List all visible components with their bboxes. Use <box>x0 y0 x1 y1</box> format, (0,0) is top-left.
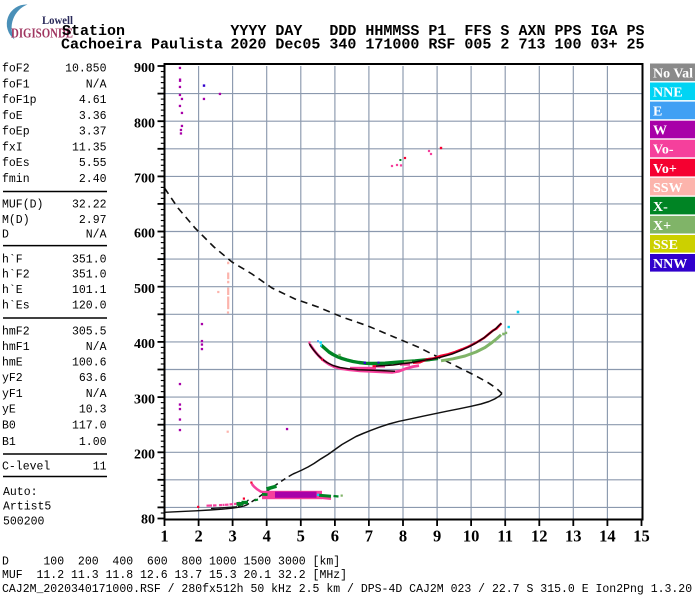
svg-text:foF1p: foF1p <box>2 94 37 107</box>
svg-text:N/A: N/A <box>86 341 107 354</box>
svg-text:foF2: foF2 <box>2 63 30 76</box>
svg-text:900: 900 <box>134 61 155 76</box>
svg-text:6: 6 <box>331 527 339 546</box>
svg-text:2: 2 <box>194 527 202 546</box>
svg-text:D: D <box>2 228 9 241</box>
svg-text:Station: Station <box>62 23 125 40</box>
svg-text:11.35: 11.35 <box>72 141 107 154</box>
svg-text:DIGISONDE: DIGISONDE <box>11 26 73 41</box>
svg-text:Vo+: Vo+ <box>653 162 677 177</box>
svg-text:W: W <box>653 124 667 139</box>
svg-text:CAJ2M_2020340171000.RSF / 280f: CAJ2M_2020340171000.RSF / 280fx512h 50 k… <box>2 583 692 596</box>
svg-text:M(D): M(D) <box>2 214 30 227</box>
svg-text:4: 4 <box>263 527 271 546</box>
svg-text:9: 9 <box>433 527 441 546</box>
svg-text:C-level: C-level <box>2 461 50 474</box>
svg-text:400: 400 <box>134 337 155 352</box>
svg-text:h`E: h`E <box>2 284 23 297</box>
svg-text:yF2: yF2 <box>2 372 23 385</box>
svg-text:300: 300 <box>134 392 155 407</box>
svg-text:2.97: 2.97 <box>79 214 107 227</box>
svg-text:h`F: h`F <box>2 254 23 267</box>
svg-text:X-: X- <box>653 200 668 215</box>
svg-text:8: 8 <box>399 527 407 546</box>
svg-text:11: 11 <box>93 461 107 474</box>
svg-text:80: 80 <box>141 513 155 528</box>
svg-text:N/A: N/A <box>86 228 107 241</box>
svg-text:700: 700 <box>134 172 155 187</box>
svg-text:351.0: 351.0 <box>72 254 107 267</box>
svg-text:500: 500 <box>134 282 155 297</box>
svg-text:14: 14 <box>599 527 616 546</box>
svg-text:11: 11 <box>497 527 513 546</box>
svg-text:32.22: 32.22 <box>72 199 107 212</box>
svg-text:foEp: foEp <box>2 126 30 139</box>
svg-text:4.61: 4.61 <box>79 94 107 107</box>
svg-text:2020 Dec05 340 171000 RSF 005: 2020 Dec05 340 171000 RSF 005 2 713 100 … <box>230 37 644 54</box>
svg-text:351.0: 351.0 <box>72 269 107 282</box>
svg-text:200: 200 <box>134 448 155 463</box>
svg-text:3.36: 3.36 <box>79 110 107 123</box>
svg-text:101.1: 101.1 <box>72 284 107 297</box>
svg-text:SSE: SSE <box>653 238 678 253</box>
svg-text:63.6: 63.6 <box>79 372 107 385</box>
svg-text:10.850: 10.850 <box>65 63 107 76</box>
svg-text:YYYY DAY DDD HHMMSS P1 FFS: YYYY DAY DDD HHMMSS P1 FFS S AXN PPS IGA… <box>230 23 644 40</box>
svg-text:117.0: 117.0 <box>72 420 107 433</box>
svg-text:500200: 500200 <box>3 515 45 528</box>
svg-text:100.6: 100.6 <box>72 357 107 370</box>
svg-text:13: 13 <box>565 527 582 546</box>
svg-text:h`Es: h`Es <box>2 299 30 312</box>
svg-text:D 100 200 400 600 800: D 100 200 400 600 800 1000 1500 3000 [km… <box>2 556 340 569</box>
svg-text:3.37: 3.37 <box>79 126 107 139</box>
svg-text:305.5: 305.5 <box>72 325 107 338</box>
svg-text:hmF2: hmF2 <box>2 325 30 338</box>
svg-text:fmin: fmin <box>2 173 30 186</box>
svg-text:foF1: foF1 <box>2 78 30 91</box>
svg-text:1: 1 <box>160 527 168 546</box>
svg-text:SSW: SSW <box>653 181 683 196</box>
svg-text:5: 5 <box>297 527 305 546</box>
svg-text:NNW: NNW <box>653 257 687 272</box>
svg-text:B0: B0 <box>2 420 16 433</box>
svg-text:3: 3 <box>228 527 236 546</box>
svg-text:h`F2: h`F2 <box>2 269 30 282</box>
svg-text:Lowell: Lowell <box>42 15 73 27</box>
svg-text:N/A: N/A <box>86 388 107 401</box>
svg-text:yE: yE <box>2 403 16 416</box>
svg-text:MUF(D): MUF(D) <box>2 199 43 212</box>
svg-text:fxI: fxI <box>2 141 23 154</box>
svg-text:10: 10 <box>463 527 480 546</box>
svg-text:12: 12 <box>531 527 548 546</box>
svg-text:hmF1: hmF1 <box>2 341 30 354</box>
svg-text:X+: X+ <box>653 219 671 234</box>
svg-text:Vo-: Vo- <box>653 143 674 158</box>
svg-text:Artist5: Artist5 <box>3 501 51 514</box>
svg-text:15: 15 <box>633 527 650 546</box>
svg-text:MUF 11.2 11.3 11.8 12.6 13.7: MUF 11.2 11.3 11.8 12.6 13.7 15.3 20.1 3… <box>2 569 347 582</box>
svg-text:5.55: 5.55 <box>79 157 107 170</box>
svg-text:B1: B1 <box>2 436 16 449</box>
svg-text:Cachoeira Paulista: Cachoeira Paulista <box>61 37 223 54</box>
svg-text:600: 600 <box>134 227 155 242</box>
svg-text:N/A: N/A <box>86 78 107 91</box>
svg-text:NNE: NNE <box>653 86 683 101</box>
svg-text:Auto:: Auto: <box>3 486 38 499</box>
svg-text:No Val: No Val <box>653 67 693 82</box>
svg-text:120.0: 120.0 <box>72 299 107 312</box>
svg-text:foEs: foEs <box>2 157 30 170</box>
svg-text:800: 800 <box>134 116 155 131</box>
svg-text:7: 7 <box>365 527 373 546</box>
svg-text:foE: foE <box>2 110 23 123</box>
svg-text:yF1: yF1 <box>2 388 23 401</box>
svg-text:2.40: 2.40 <box>79 173 107 186</box>
svg-text:E: E <box>653 105 662 120</box>
svg-text:1.00: 1.00 <box>79 436 107 449</box>
svg-text:hmE: hmE <box>2 357 23 370</box>
svg-text:10.3: 10.3 <box>79 403 107 416</box>
